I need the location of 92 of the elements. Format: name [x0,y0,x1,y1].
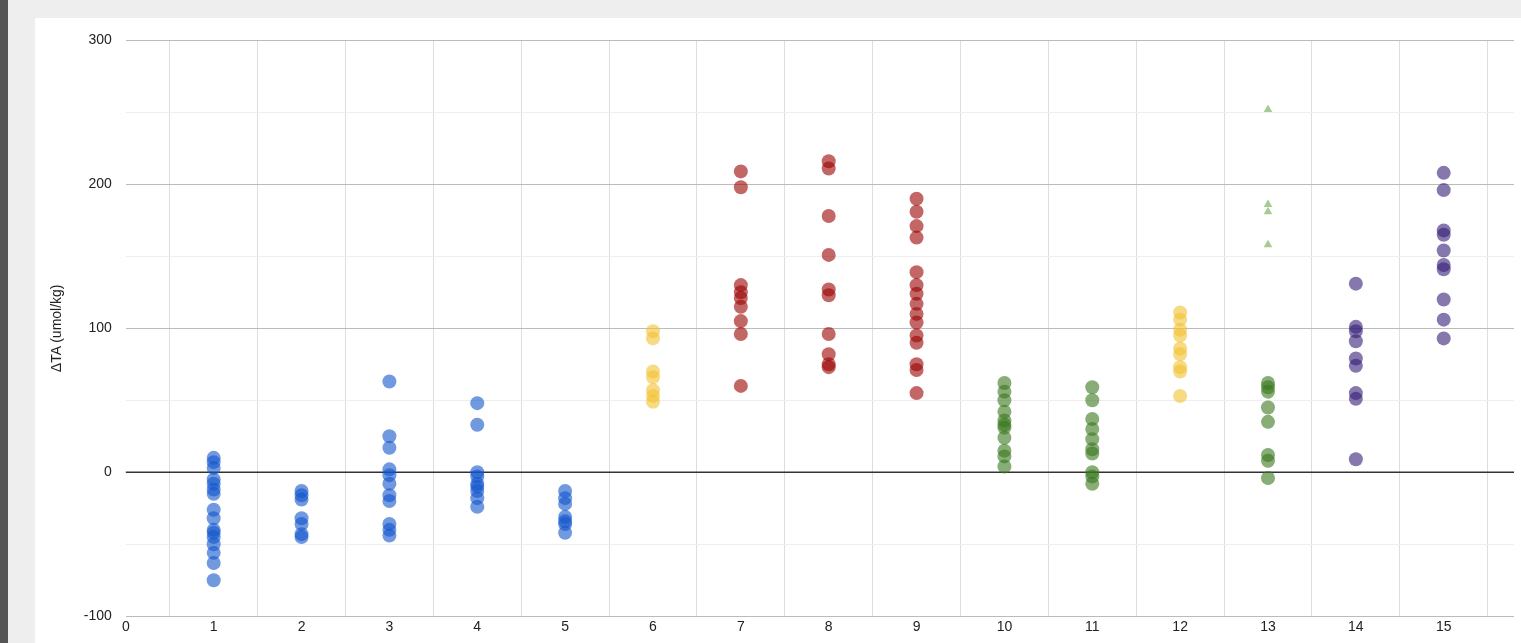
point [997,430,1012,445]
x-tick-label: 4 [473,618,482,635]
point [821,288,836,303]
point [1085,446,1100,461]
point [1436,331,1451,346]
point [1260,384,1275,399]
x-tick-label: 0 [121,618,130,635]
point [909,191,924,206]
point [821,209,836,224]
point [909,219,924,234]
point [1173,364,1188,379]
point [1436,312,1451,327]
point [909,335,924,350]
x-tick-label: 10 [996,618,1013,635]
point [294,492,309,507]
point [645,370,660,385]
point [1260,400,1275,415]
point [909,386,924,401]
x-tick-label: 6 [649,618,658,635]
y-tick-label: 200 [88,175,113,192]
point [382,494,397,509]
point [382,528,397,543]
point [382,440,397,455]
point [1348,391,1363,406]
point [1348,276,1363,291]
point [733,314,748,329]
point [1173,328,1188,343]
x-tick-label: 7 [736,618,745,635]
point [997,393,1012,408]
point [1173,347,1188,362]
y-axis-title: ΔTA (umol/kg) [48,284,65,373]
point [645,394,660,409]
point [1085,393,1100,408]
point [1173,388,1188,403]
point [1085,380,1100,395]
x-tick-label: 9 [912,618,921,635]
point [1436,227,1451,242]
point [206,486,221,501]
point [1263,104,1273,112]
point [909,363,924,378]
point [1260,471,1275,486]
point [733,164,748,179]
point [1263,199,1273,207]
point [1436,262,1451,277]
point [558,496,573,511]
x-tick-label: 5 [561,618,570,635]
point [1348,358,1363,373]
point [909,204,924,219]
point [206,460,221,475]
y-tick-label: 0 [104,463,113,480]
point [206,555,221,570]
point [1436,165,1451,180]
point [1436,292,1451,307]
x-tick-label: 1 [209,618,218,635]
point [382,374,397,389]
point [1436,243,1451,258]
point [1260,453,1275,468]
point [733,180,748,195]
point [558,525,573,540]
point [733,327,748,342]
point [821,247,836,262]
x-tick-label: 3 [385,618,394,635]
point [733,378,748,393]
point [1348,334,1363,349]
point [470,396,485,411]
point [909,265,924,280]
point [1260,414,1275,429]
y-tick-label: 100 [88,319,113,336]
point [909,315,924,330]
point [1436,183,1451,198]
point [997,459,1012,474]
x-tick-label: 13 [1260,618,1276,635]
point [1263,239,1273,248]
y-tick-label: 300 [88,31,113,48]
point [909,230,924,245]
x-tick-label: 11 [1085,618,1100,635]
x-tick-label: 8 [824,618,833,635]
point [821,161,836,176]
point [645,331,660,346]
point [470,499,485,514]
x-tick-label: 2 [297,618,306,635]
y-tick-label: -100 [83,607,113,624]
point [206,573,221,588]
x-tick-label: 12 [1172,618,1189,635]
point [1348,452,1363,467]
x-tick-label: 14 [1348,618,1364,635]
point [821,327,836,342]
point [470,417,485,432]
point [733,299,748,314]
point [1085,476,1100,491]
x-tick-label: 15 [1435,618,1452,635]
point [1263,206,1273,215]
